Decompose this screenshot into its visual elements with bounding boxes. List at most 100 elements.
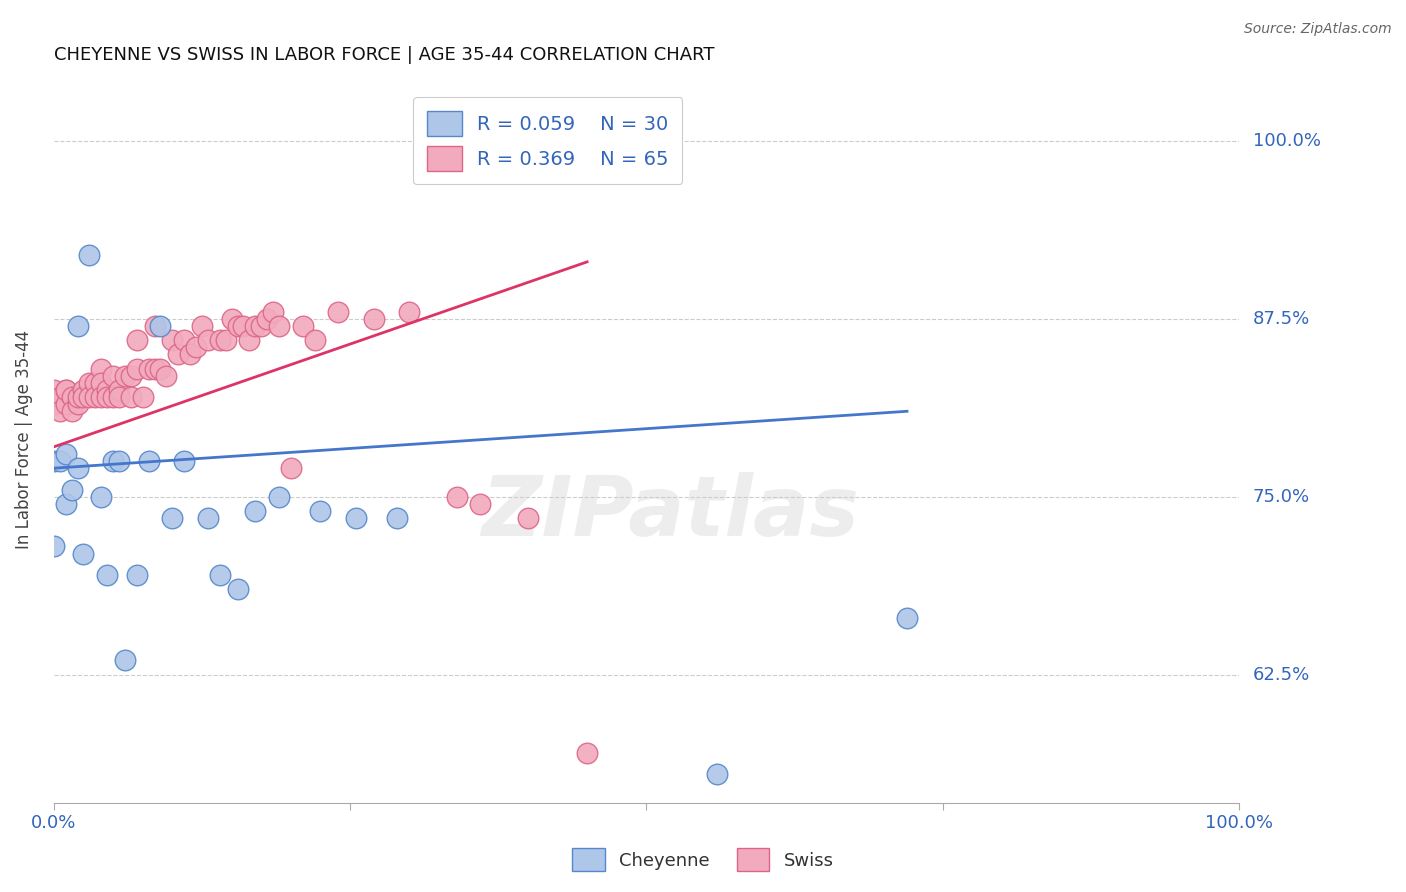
Point bbox=[162, 333, 184, 347]
Point bbox=[191, 318, 214, 333]
Point bbox=[143, 361, 166, 376]
Point bbox=[60, 390, 83, 404]
Point bbox=[221, 311, 243, 326]
Point bbox=[66, 318, 89, 333]
Point bbox=[72, 390, 94, 404]
Point bbox=[72, 383, 94, 397]
Point bbox=[79, 390, 101, 404]
Text: Source: ZipAtlas.com: Source: ZipAtlas.com bbox=[1244, 22, 1392, 37]
Point bbox=[90, 361, 112, 376]
Text: 87.5%: 87.5% bbox=[1253, 310, 1310, 327]
Point bbox=[387, 511, 409, 525]
Point bbox=[49, 404, 72, 418]
Point bbox=[232, 318, 254, 333]
Point bbox=[120, 390, 142, 404]
Point bbox=[167, 347, 190, 361]
Point bbox=[208, 333, 231, 347]
Point bbox=[896, 610, 918, 624]
Point bbox=[197, 511, 219, 525]
Point bbox=[516, 511, 538, 525]
Point bbox=[60, 483, 83, 497]
Point bbox=[90, 390, 112, 404]
Point bbox=[96, 568, 118, 582]
Point bbox=[49, 454, 72, 468]
Point bbox=[446, 490, 468, 504]
Point bbox=[114, 653, 136, 667]
Point bbox=[125, 361, 148, 376]
Point bbox=[328, 304, 350, 318]
Point bbox=[114, 368, 136, 383]
Point bbox=[55, 383, 77, 397]
Point bbox=[576, 746, 599, 760]
Point bbox=[55, 397, 77, 411]
Point bbox=[101, 454, 124, 468]
Point bbox=[55, 447, 77, 461]
Point bbox=[96, 383, 118, 397]
Point bbox=[66, 390, 89, 404]
Point bbox=[226, 318, 249, 333]
Point bbox=[149, 318, 172, 333]
Point bbox=[108, 383, 131, 397]
Point bbox=[706, 767, 728, 781]
Point bbox=[184, 340, 207, 354]
Text: 100.0%: 100.0% bbox=[1253, 132, 1320, 150]
Point bbox=[66, 461, 89, 475]
Point bbox=[42, 540, 65, 554]
Point bbox=[162, 511, 184, 525]
Legend: R = 0.059    N = 30, R = 0.369    N = 65: R = 0.059 N = 30, R = 0.369 N = 65 bbox=[413, 97, 682, 185]
Point bbox=[309, 504, 332, 518]
Point bbox=[120, 368, 142, 383]
Point bbox=[262, 304, 284, 318]
Legend: Cheyenne, Swiss: Cheyenne, Swiss bbox=[565, 841, 841, 879]
Point bbox=[55, 497, 77, 511]
Point bbox=[173, 333, 195, 347]
Point bbox=[304, 333, 326, 347]
Point bbox=[267, 318, 290, 333]
Point bbox=[155, 368, 177, 383]
Point bbox=[267, 490, 290, 504]
Point bbox=[84, 390, 107, 404]
Point bbox=[138, 361, 160, 376]
Point bbox=[84, 376, 107, 390]
Point bbox=[42, 397, 65, 411]
Point bbox=[108, 454, 131, 468]
Point bbox=[79, 376, 101, 390]
Point bbox=[55, 383, 77, 397]
Point bbox=[131, 390, 153, 404]
Point bbox=[470, 497, 492, 511]
Point bbox=[214, 333, 236, 347]
Point bbox=[245, 504, 267, 518]
Point bbox=[96, 390, 118, 404]
Y-axis label: In Labor Force | Age 35-44: In Labor Force | Age 35-44 bbox=[15, 330, 32, 549]
Point bbox=[42, 454, 65, 468]
Point bbox=[344, 511, 367, 525]
Point bbox=[250, 318, 273, 333]
Point bbox=[179, 347, 201, 361]
Text: 75.0%: 75.0% bbox=[1253, 488, 1310, 506]
Point bbox=[245, 318, 267, 333]
Text: CHEYENNE VS SWISS IN LABOR FORCE | AGE 35-44 CORRELATION CHART: CHEYENNE VS SWISS IN LABOR FORCE | AGE 3… bbox=[53, 46, 714, 64]
Point bbox=[79, 248, 101, 262]
Point bbox=[60, 404, 83, 418]
Point bbox=[49, 390, 72, 404]
Point bbox=[72, 547, 94, 561]
Point bbox=[280, 461, 302, 475]
Point bbox=[90, 490, 112, 504]
Point bbox=[149, 361, 172, 376]
Point bbox=[208, 568, 231, 582]
Point bbox=[256, 311, 278, 326]
Text: 62.5%: 62.5% bbox=[1253, 665, 1310, 683]
Point bbox=[398, 304, 420, 318]
Point bbox=[197, 333, 219, 347]
Point bbox=[238, 333, 260, 347]
Point bbox=[101, 390, 124, 404]
Point bbox=[363, 311, 385, 326]
Point bbox=[125, 568, 148, 582]
Point bbox=[125, 333, 148, 347]
Text: ZIPatlas: ZIPatlas bbox=[481, 472, 859, 553]
Point bbox=[101, 368, 124, 383]
Point bbox=[143, 318, 166, 333]
Point bbox=[173, 454, 195, 468]
Point bbox=[291, 318, 314, 333]
Point bbox=[90, 376, 112, 390]
